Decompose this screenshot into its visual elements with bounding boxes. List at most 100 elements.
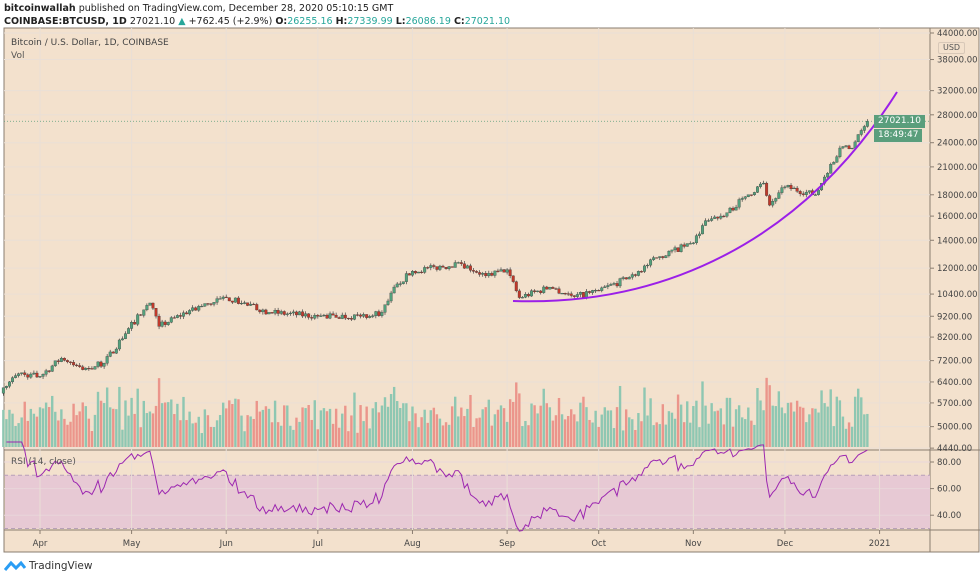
volume-bar (191, 423, 194, 447)
candle (359, 314, 363, 317)
tradingview-logo[interactable]: TradingView (4, 560, 92, 572)
volume-bar (331, 423, 335, 447)
volume-bar (780, 407, 784, 447)
candle (627, 277, 631, 280)
volume-bar (322, 408, 326, 447)
volume-bar (26, 420, 29, 447)
volume-bar (533, 405, 536, 447)
candle (20, 372, 24, 374)
volume-bar (292, 429, 295, 447)
volume-bar (389, 394, 393, 447)
candle (465, 265, 469, 269)
price-tick-label: 4440.00 (937, 444, 972, 454)
volume-bar (664, 424, 668, 447)
candle (847, 145, 851, 149)
volume-bar (295, 417, 298, 447)
volume-bar (624, 409, 628, 447)
candle (707, 220, 711, 222)
candle (102, 363, 106, 367)
close-value: 27021.10 (464, 16, 511, 27)
candle (649, 259, 653, 266)
volume-bar (792, 411, 796, 447)
volume-bar (283, 405, 286, 447)
candle (444, 267, 448, 269)
candle (319, 315, 323, 317)
candle (527, 294, 530, 297)
volume-bar (368, 428, 371, 447)
volume-bar (307, 405, 310, 447)
candle (142, 309, 146, 316)
volume-bar (215, 420, 219, 447)
candle (771, 201, 775, 206)
candle (343, 314, 347, 319)
candle (713, 216, 717, 219)
candle (392, 286, 396, 294)
candle (716, 216, 720, 219)
candle (612, 283, 616, 285)
candle (41, 374, 45, 377)
volume-bar (29, 408, 33, 447)
volume-bar (707, 423, 710, 447)
brand-name: TradingView (29, 560, 93, 572)
volume-bar (261, 409, 265, 447)
volume-bar (325, 411, 329, 447)
author[interactable]: bitcoinwallah (4, 3, 76, 14)
price-tick-label: 7200.00 (937, 357, 972, 367)
candle (575, 294, 579, 297)
volume-bar (802, 407, 805, 447)
volume-bar (628, 417, 631, 447)
candle (441, 265, 445, 268)
volume-bar (829, 389, 832, 447)
open-value: 26255.16 (287, 16, 333, 27)
candle (569, 293, 573, 296)
volume-bar (35, 416, 39, 447)
volume-bar (63, 418, 66, 447)
volume-bar (11, 413, 14, 447)
candle (371, 315, 375, 317)
price-tick-label: 16000.00 (937, 212, 978, 222)
volume-bar (817, 412, 820, 447)
volume-bar (313, 400, 316, 447)
volume-bar (710, 403, 713, 447)
candle (435, 266, 439, 270)
candle (673, 247, 677, 251)
volume-bar (808, 414, 811, 447)
candle (279, 311, 283, 314)
candle (316, 315, 320, 317)
candle (777, 192, 781, 199)
candle (734, 206, 738, 211)
volume-bar (157, 378, 161, 447)
candle (841, 146, 845, 149)
publish-info: published on TradingView.com, December 2… (78, 3, 394, 14)
volume-bar (127, 415, 130, 447)
candle (340, 314, 344, 319)
candle (304, 313, 308, 317)
volume-bar (243, 431, 246, 447)
volume-bar (600, 414, 603, 447)
time-tick-label: Jun (219, 539, 233, 549)
volume-bar (573, 414, 576, 447)
candle (814, 194, 817, 196)
price-chart[interactable]: 44000.00 38000.00 32000.00 28000.00 24000.00… (0, 0, 980, 560)
volume-bar (72, 403, 75, 447)
volume-bar (267, 408, 271, 447)
volume-bar (515, 382, 518, 447)
candle (215, 298, 219, 303)
candle (472, 270, 475, 272)
volume-bar (304, 408, 307, 447)
candle (487, 273, 491, 277)
volume-bar (426, 422, 429, 447)
countdown-tag: 18:49:47 (874, 129, 923, 142)
candle (429, 265, 433, 268)
volume-bar (90, 431, 94, 447)
volume-bar (96, 391, 100, 447)
volume-bar (93, 414, 97, 447)
volume-bar (576, 421, 579, 447)
volume-bar (380, 405, 384, 447)
candle (652, 257, 656, 260)
high-value: 27339.99 (347, 16, 393, 27)
candle (554, 288, 558, 290)
volume-bar (695, 400, 698, 447)
volume-bar (411, 406, 414, 447)
volume-bar (508, 399, 512, 447)
